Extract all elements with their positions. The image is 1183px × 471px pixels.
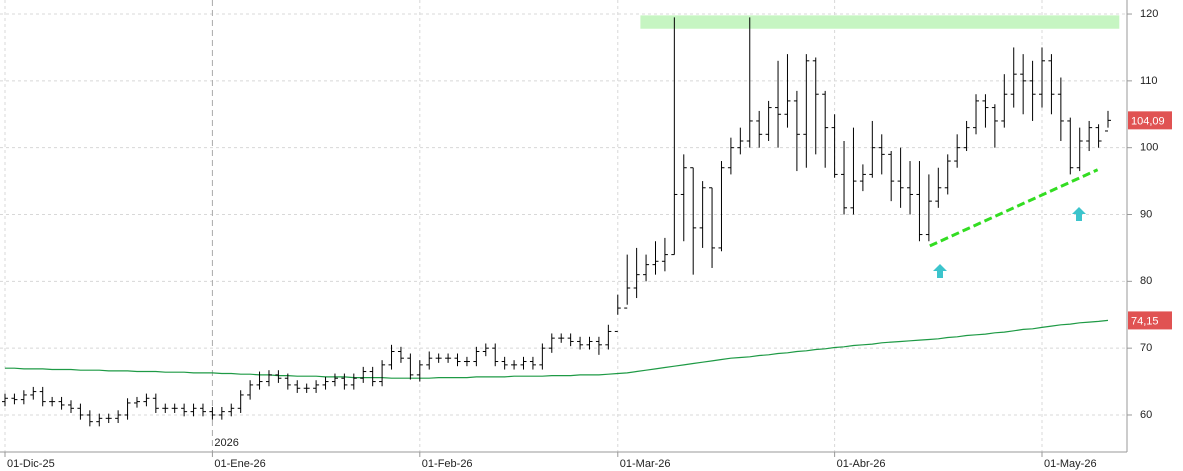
price-tag-label: 104,09 <box>1131 115 1165 127</box>
moving-average <box>5 319 1109 379</box>
price-tag <box>1128 111 1172 130</box>
arrow-up <box>933 264 947 278</box>
y-tick-label: 80 <box>1140 275 1152 287</box>
y-tick-label: 120 <box>1140 8 1158 20</box>
x-tick-label: 01-Feb-26 <box>422 458 473 470</box>
arrow-up <box>1072 207 1086 221</box>
y-tick-label: 110 <box>1140 75 1158 87</box>
price-tag-label: 74,15 <box>1131 315 1159 327</box>
y-tick-label: 60 <box>1140 409 1152 421</box>
x-tick-label: 01-Mar-26 <box>620 458 671 470</box>
data-layer <box>2 15 1120 427</box>
trendline <box>929 168 1099 248</box>
x-tick-label: 01-May-26 <box>1044 458 1097 470</box>
price-tag <box>1128 311 1172 330</box>
y-tick-label: 90 <box>1140 208 1152 220</box>
resistance-zone <box>640 15 1120 29</box>
grid-layer <box>0 0 1132 457</box>
y-tick-label: 70 <box>1140 342 1152 354</box>
x-tick-label: 01-Ene-26 <box>214 458 265 470</box>
y-tick-label: 100 <box>1140 142 1158 154</box>
x-tick-label: 01-Abr-26 <box>837 458 886 470</box>
year-label: 2026 <box>214 437 238 449</box>
x-tick-label: 01-Dic-25 <box>7 458 55 470</box>
